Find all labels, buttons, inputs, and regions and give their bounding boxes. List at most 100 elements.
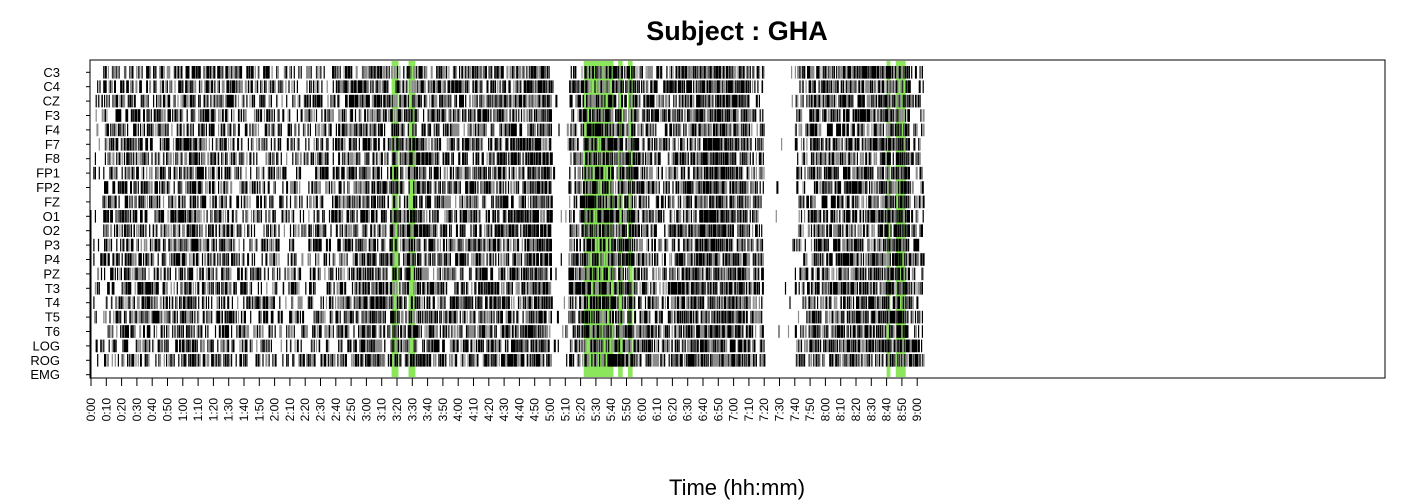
epoch-mark bbox=[569, 94, 572, 108]
epoch-mark bbox=[525, 138, 527, 151]
epoch-mark bbox=[219, 94, 221, 108]
epoch-mark bbox=[363, 195, 365, 209]
epoch-mark bbox=[668, 181, 670, 194]
epoch-mark bbox=[93, 166, 95, 180]
epoch-mark bbox=[462, 195, 464, 209]
epoch-mark bbox=[620, 109, 622, 122]
epoch-mark bbox=[742, 109, 744, 122]
epoch-mark bbox=[567, 138, 569, 151]
epoch-mark bbox=[695, 80, 697, 93]
epoch-mark bbox=[599, 138, 601, 151]
epoch-mark bbox=[699, 109, 701, 122]
epoch-mark bbox=[294, 94, 296, 108]
epoch-mark bbox=[536, 109, 538, 122]
epoch-mark bbox=[717, 152, 719, 165]
epoch-mark bbox=[282, 195, 284, 209]
epoch-mark bbox=[349, 109, 351, 122]
epoch-mark bbox=[829, 138, 831, 151]
epoch-mark bbox=[894, 109, 896, 122]
epoch-mark bbox=[169, 195, 171, 209]
epoch-mark bbox=[364, 80, 367, 93]
epoch-mark bbox=[832, 80, 834, 93]
epoch-mark bbox=[749, 109, 751, 122]
epoch-mark bbox=[388, 94, 391, 108]
epoch-mark bbox=[133, 109, 135, 122]
epoch-mark bbox=[481, 138, 484, 151]
epoch-mark bbox=[212, 195, 214, 209]
epoch-mark bbox=[374, 195, 376, 209]
epoch-mark bbox=[572, 80, 574, 93]
epoch-mark bbox=[243, 94, 245, 108]
epoch-mark bbox=[377, 195, 379, 209]
epoch-mark bbox=[251, 138, 254, 151]
epoch-mark bbox=[745, 109, 747, 122]
epoch-mark bbox=[118, 109, 121, 122]
epoch-mark bbox=[159, 181, 161, 194]
epoch-mark bbox=[315, 123, 317, 137]
epoch-mark bbox=[256, 80, 258, 93]
epoch-mark bbox=[708, 166, 710, 180]
epoch-mark bbox=[654, 80, 656, 93]
epoch-mark bbox=[125, 66, 127, 79]
epoch-mark bbox=[905, 66, 907, 79]
epoch-mark bbox=[263, 94, 266, 108]
epoch-mark bbox=[107, 123, 109, 137]
epoch-mark bbox=[744, 109, 746, 122]
epoch-mark bbox=[844, 94, 847, 108]
epoch-mark bbox=[890, 109, 893, 122]
epoch-mark bbox=[517, 181, 520, 194]
epoch-mark bbox=[437, 80, 439, 93]
epoch-mark bbox=[308, 181, 310, 194]
epoch-mark bbox=[320, 166, 322, 180]
epoch-mark bbox=[599, 109, 601, 122]
epoch-mark bbox=[352, 94, 355, 108]
epoch-mark bbox=[735, 66, 737, 79]
epoch-mark bbox=[658, 181, 660, 194]
epoch-mark bbox=[296, 80, 298, 93]
epoch-mark bbox=[358, 138, 360, 151]
epoch-mark bbox=[674, 138, 676, 151]
epoch-mark bbox=[178, 123, 180, 137]
epoch-mark bbox=[211, 123, 214, 137]
epoch-mark bbox=[580, 80, 583, 93]
epoch-mark bbox=[761, 166, 764, 180]
epoch-mark bbox=[800, 166, 803, 180]
epoch-mark bbox=[94, 152, 96, 165]
epoch-mark bbox=[520, 66, 522, 79]
epoch-mark bbox=[214, 94, 216, 108]
epoch-mark bbox=[227, 138, 230, 151]
epoch-mark bbox=[520, 138, 523, 151]
epoch-mark bbox=[489, 94, 491, 108]
epoch-mark bbox=[712, 109, 715, 122]
epoch-mark bbox=[625, 195, 627, 209]
epoch-mark bbox=[621, 94, 623, 108]
epoch-mark bbox=[760, 152, 762, 165]
epoch-mark bbox=[190, 152, 192, 165]
epoch-mark bbox=[761, 66, 764, 79]
epoch-mark bbox=[192, 66, 195, 79]
epoch-mark bbox=[906, 66, 908, 79]
epoch-mark bbox=[884, 80, 886, 93]
epoch-mark bbox=[537, 94, 539, 108]
epoch-mark bbox=[675, 109, 677, 122]
epoch-mark bbox=[612, 80, 614, 93]
epoch-mark bbox=[877, 109, 879, 122]
epoch-mark bbox=[525, 94, 527, 108]
epoch-mark bbox=[99, 80, 101, 93]
epoch-mark bbox=[344, 152, 346, 165]
epoch-mark bbox=[110, 80, 112, 93]
epoch-mark bbox=[507, 123, 509, 137]
epoch-mark bbox=[159, 138, 161, 151]
epoch-mark bbox=[908, 123, 910, 137]
epoch-mark bbox=[644, 94, 647, 108]
epoch-mark bbox=[533, 66, 536, 79]
epoch-mark bbox=[229, 152, 231, 165]
epoch-mark bbox=[574, 66, 576, 79]
epoch-mark bbox=[701, 109, 704, 122]
epoch-mark bbox=[612, 138, 614, 151]
epoch-mark bbox=[385, 66, 387, 79]
epoch-mark bbox=[312, 94, 314, 108]
epoch-mark bbox=[514, 181, 516, 194]
epoch-mark bbox=[462, 80, 464, 93]
epoch-mark bbox=[610, 66, 612, 79]
